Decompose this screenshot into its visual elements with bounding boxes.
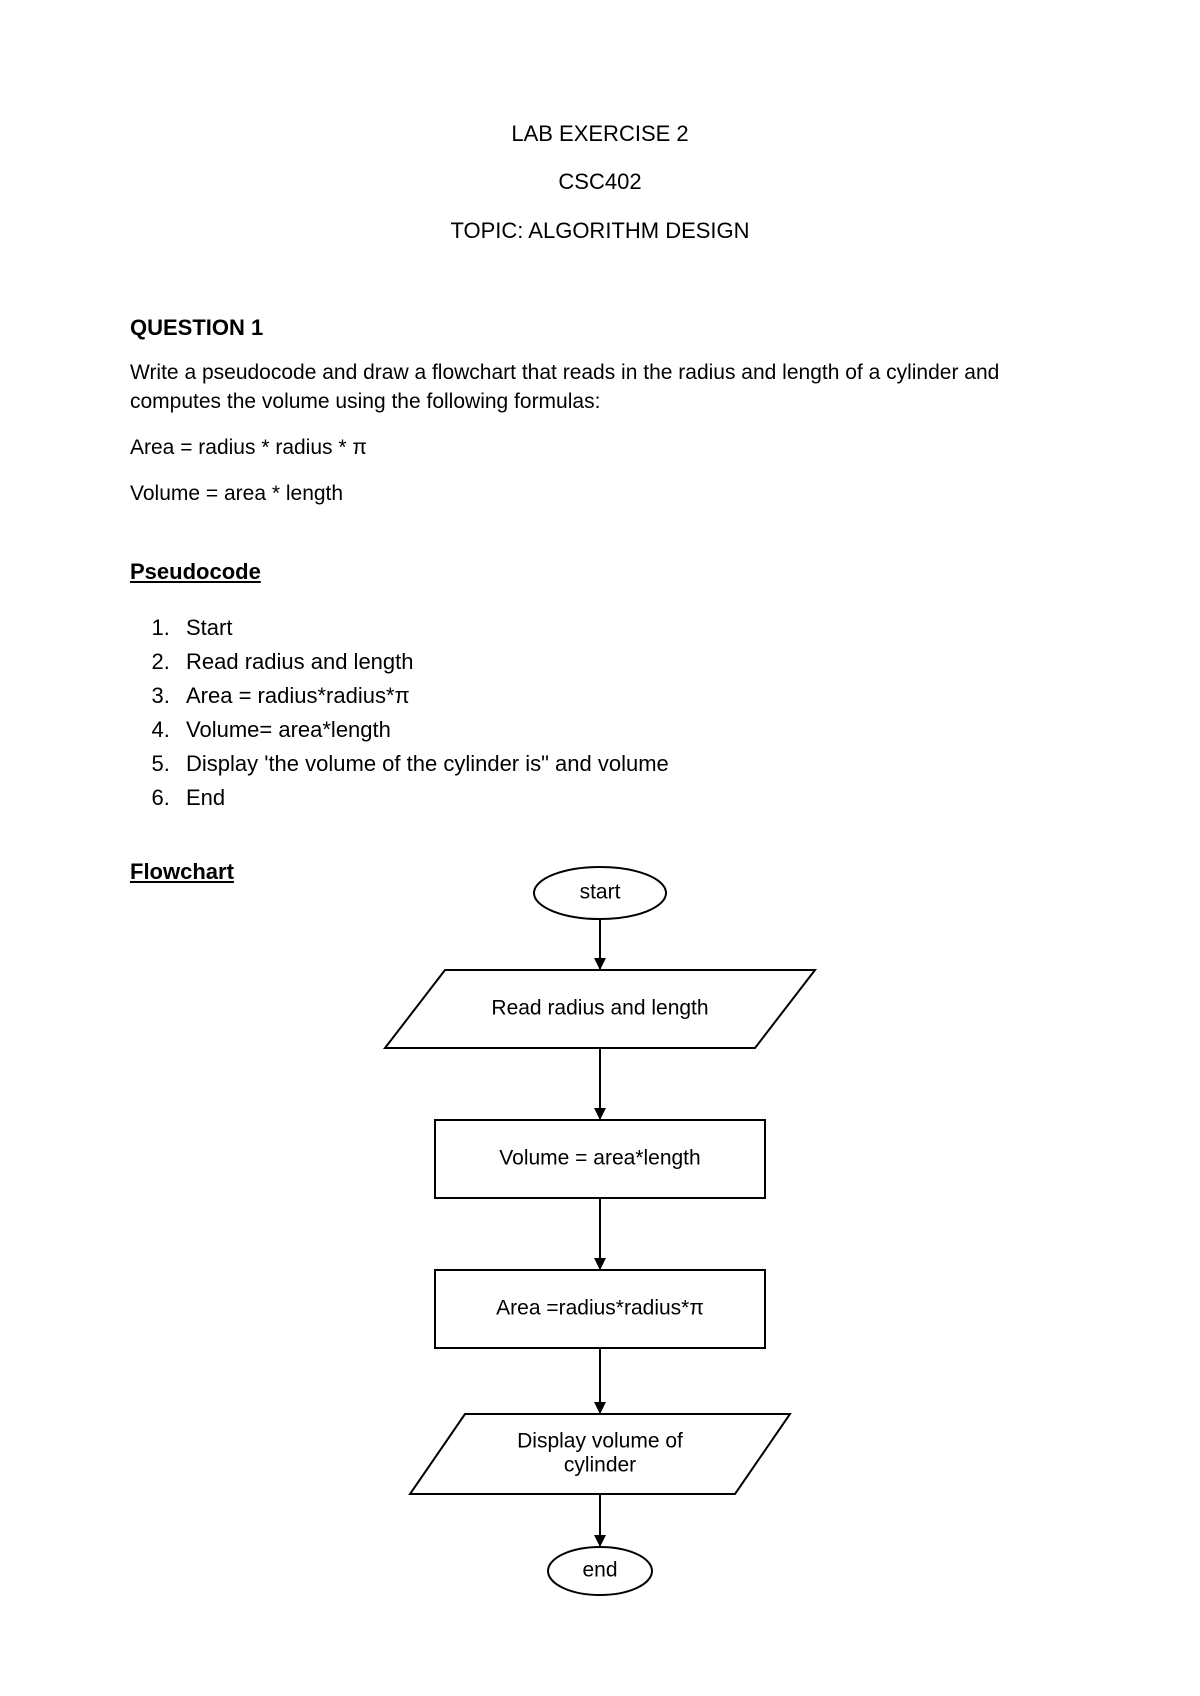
flow-node-end: end <box>548 1547 652 1595</box>
header-line-2: CSC402 <box>0 158 1200 206</box>
flow-arrow <box>594 1348 606 1414</box>
document-body: QUESTION 1 Write a pseudocode and draw a… <box>130 315 1070 1619</box>
pseudocode-list: StartRead radius and lengthArea = radius… <box>130 611 1070 816</box>
pseudocode-step: Volume= area*length <box>176 713 1070 747</box>
question-title: QUESTION 1 <box>130 315 1070 341</box>
flow-node-label: cylinder <box>564 1454 636 1477</box>
flow-arrow <box>594 919 606 970</box>
flowchart-label: Flowchart <box>130 859 234 885</box>
flow-node-output: Display volume ofcylinder <box>410 1414 790 1494</box>
flow-node-proc2: Area =radius*radius*π <box>435 1270 765 1348</box>
header-line-3: TOPIC: ALGORITHM DESIGN <box>0 207 1200 255</box>
flow-arrow <box>594 1494 606 1547</box>
flow-node-label: end <box>582 1559 617 1582</box>
flow-node-label: Read radius and length <box>491 997 708 1020</box>
pseudocode-step: End <box>176 781 1070 815</box>
flow-node-label: start <box>580 881 621 904</box>
pseudocode-step: Read radius and length <box>176 645 1070 679</box>
flowchart-diagram: start Read radius and length Volume = area… <box>320 859 880 1619</box>
formula-volume: Volume = area * length <box>130 480 1070 508</box>
question-prompt: Write a pseudocode and draw a flowchart … <box>130 359 1070 416</box>
header-line-1: LAB EXERCISE 2 <box>0 110 1200 158</box>
pseudocode-step: Display 'the volume of the cylinder is" … <box>176 747 1070 781</box>
flow-node-label: Area =radius*radius*π <box>496 1297 704 1320</box>
formula-area: Area = radius * radius * π <box>130 434 1070 462</box>
flow-arrow <box>594 1048 606 1120</box>
pseudocode-label: Pseudocode <box>130 559 1070 585</box>
flow-arrow <box>594 1198 606 1270</box>
flow-node-label: Volume = area*length <box>499 1147 700 1170</box>
flow-node-label: Display volume of <box>517 1430 683 1453</box>
pseudocode-step: Start <box>176 611 1070 645</box>
flow-node-proc1: Volume = area*length <box>435 1120 765 1198</box>
document-header: LAB EXERCISE 2 CSC402 TOPIC: ALGORITHM D… <box>0 0 1200 255</box>
flow-node-input: Read radius and length <box>385 970 815 1048</box>
pseudocode-step: Area = radius*radius*π <box>176 679 1070 713</box>
flow-node-start: start <box>534 867 666 919</box>
